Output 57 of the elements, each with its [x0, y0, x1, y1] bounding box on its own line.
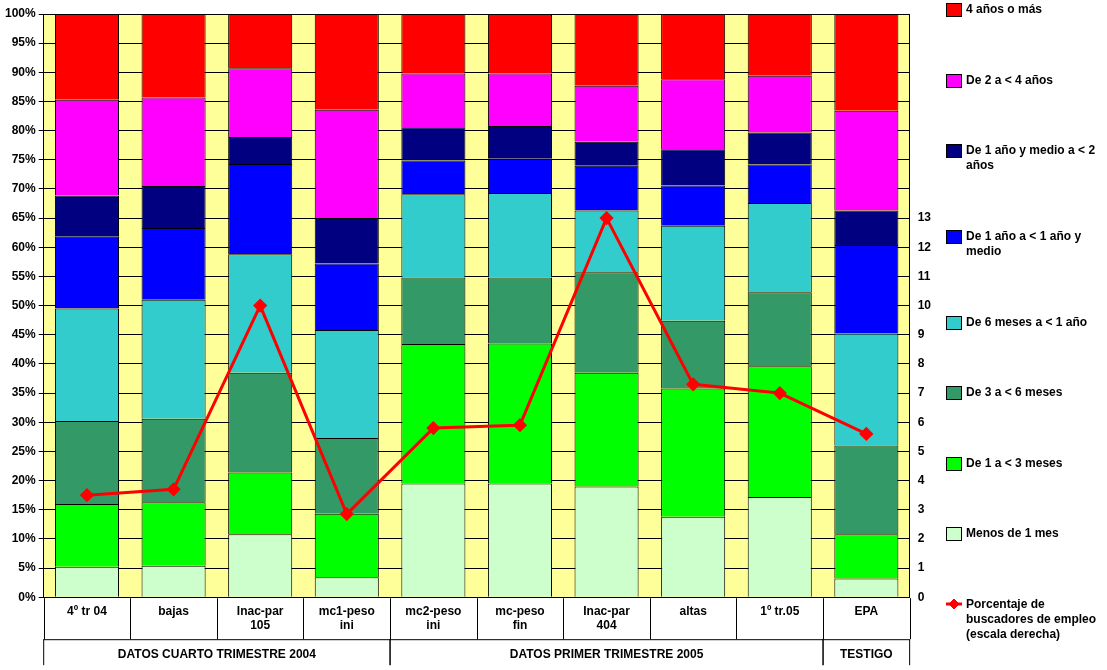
y-tick-label: 100%	[4, 6, 37, 21]
y2-tick-label: 8	[917, 356, 925, 371]
x-tick-label: mc1-peso ini	[318, 603, 375, 633]
x-tick-label: Inac-par 105	[236, 603, 284, 633]
y-tick-label: 95%	[11, 35, 37, 50]
y2-tick-label: 3	[917, 502, 925, 517]
x-tick-label: Inac-par 404	[583, 603, 631, 633]
y-tick-label: 45%	[11, 327, 37, 342]
y-tick-label: 50%	[11, 297, 37, 312]
y-tick-label: 5%	[18, 560, 37, 575]
y2-tick-label: 0	[917, 589, 925, 604]
y-tick-label: 80%	[11, 122, 37, 137]
y-tick-label: 85%	[11, 93, 37, 108]
text: TESTIGO	[840, 646, 893, 661]
y2-tick-label: 9	[917, 327, 925, 342]
legend-label: De 1 año y medio a < 2 años	[966, 143, 1097, 174]
y2-tick-label: 13	[917, 210, 932, 225]
y-tick-label: 40%	[11, 356, 37, 371]
x-tick-label: altas	[679, 603, 708, 618]
y2-tick-label: 2	[917, 531, 925, 546]
legend-label: 4 años o más	[966, 2, 1043, 17]
text: DATOS CUARTO TRIMESTRE 2004	[117, 646, 317, 661]
y-tick-label: 35%	[11, 385, 37, 400]
y-tick-label: 30%	[11, 414, 37, 429]
y-tick-label: 90%	[11, 64, 37, 79]
legend-label: Porcentaje de buscadores de empleo (escala derecha)	[966, 597, 1098, 642]
x-tick-label: mc2-peso ini	[405, 603, 462, 633]
y-tick-label: 70%	[11, 181, 37, 196]
x-tick-label: EPA	[854, 603, 879, 618]
y2-tick-label: 6	[917, 414, 925, 429]
y2-tick-label: 4	[917, 472, 925, 487]
y-tick-label: 55%	[11, 268, 37, 283]
legend-label: De 6 meses a < 1 año	[966, 314, 1088, 330]
legend-label: Menos de 1 mes	[966, 526, 1059, 542]
text: DATOS PRIMER TRIMESTRE 2005	[509, 646, 704, 661]
y-tick-label: 20%	[11, 472, 37, 487]
y-tick-label: 75%	[11, 152, 37, 167]
legend-label: De 3 a < 6 meses	[966, 385, 1063, 401]
y2-tick-label: 12	[917, 239, 932, 254]
y2-tick-label: 1	[917, 560, 925, 575]
y-tick-label: 25%	[11, 443, 37, 458]
y2-tick-label: 7	[917, 385, 925, 400]
y2-tick-label: 5	[917, 443, 925, 458]
y-tick-label: 60%	[11, 239, 37, 254]
y-tick-label: 0%	[18, 589, 37, 604]
x-tick-label: bajas	[158, 603, 190, 618]
y-tick-label: 65%	[11, 210, 37, 225]
legend-label: De 2 a < 4 años	[966, 72, 1054, 88]
y-tick-label: 10%	[11, 531, 37, 546]
y2-tick-label: 10	[917, 297, 932, 312]
legend-label: De 1 año a < 1 año y medio	[966, 228, 1083, 259]
x-tick-label: 1º tr.05	[760, 603, 800, 618]
y2-tick-label: 11	[917, 268, 931, 283]
y-tick-label: 15%	[11, 502, 37, 517]
x-tick-label: 4º tr 04	[67, 603, 108, 618]
x-tick-label: mc-peso fin	[495, 603, 545, 633]
legend-label: De 1 a < 3 meses	[966, 455, 1063, 471]
